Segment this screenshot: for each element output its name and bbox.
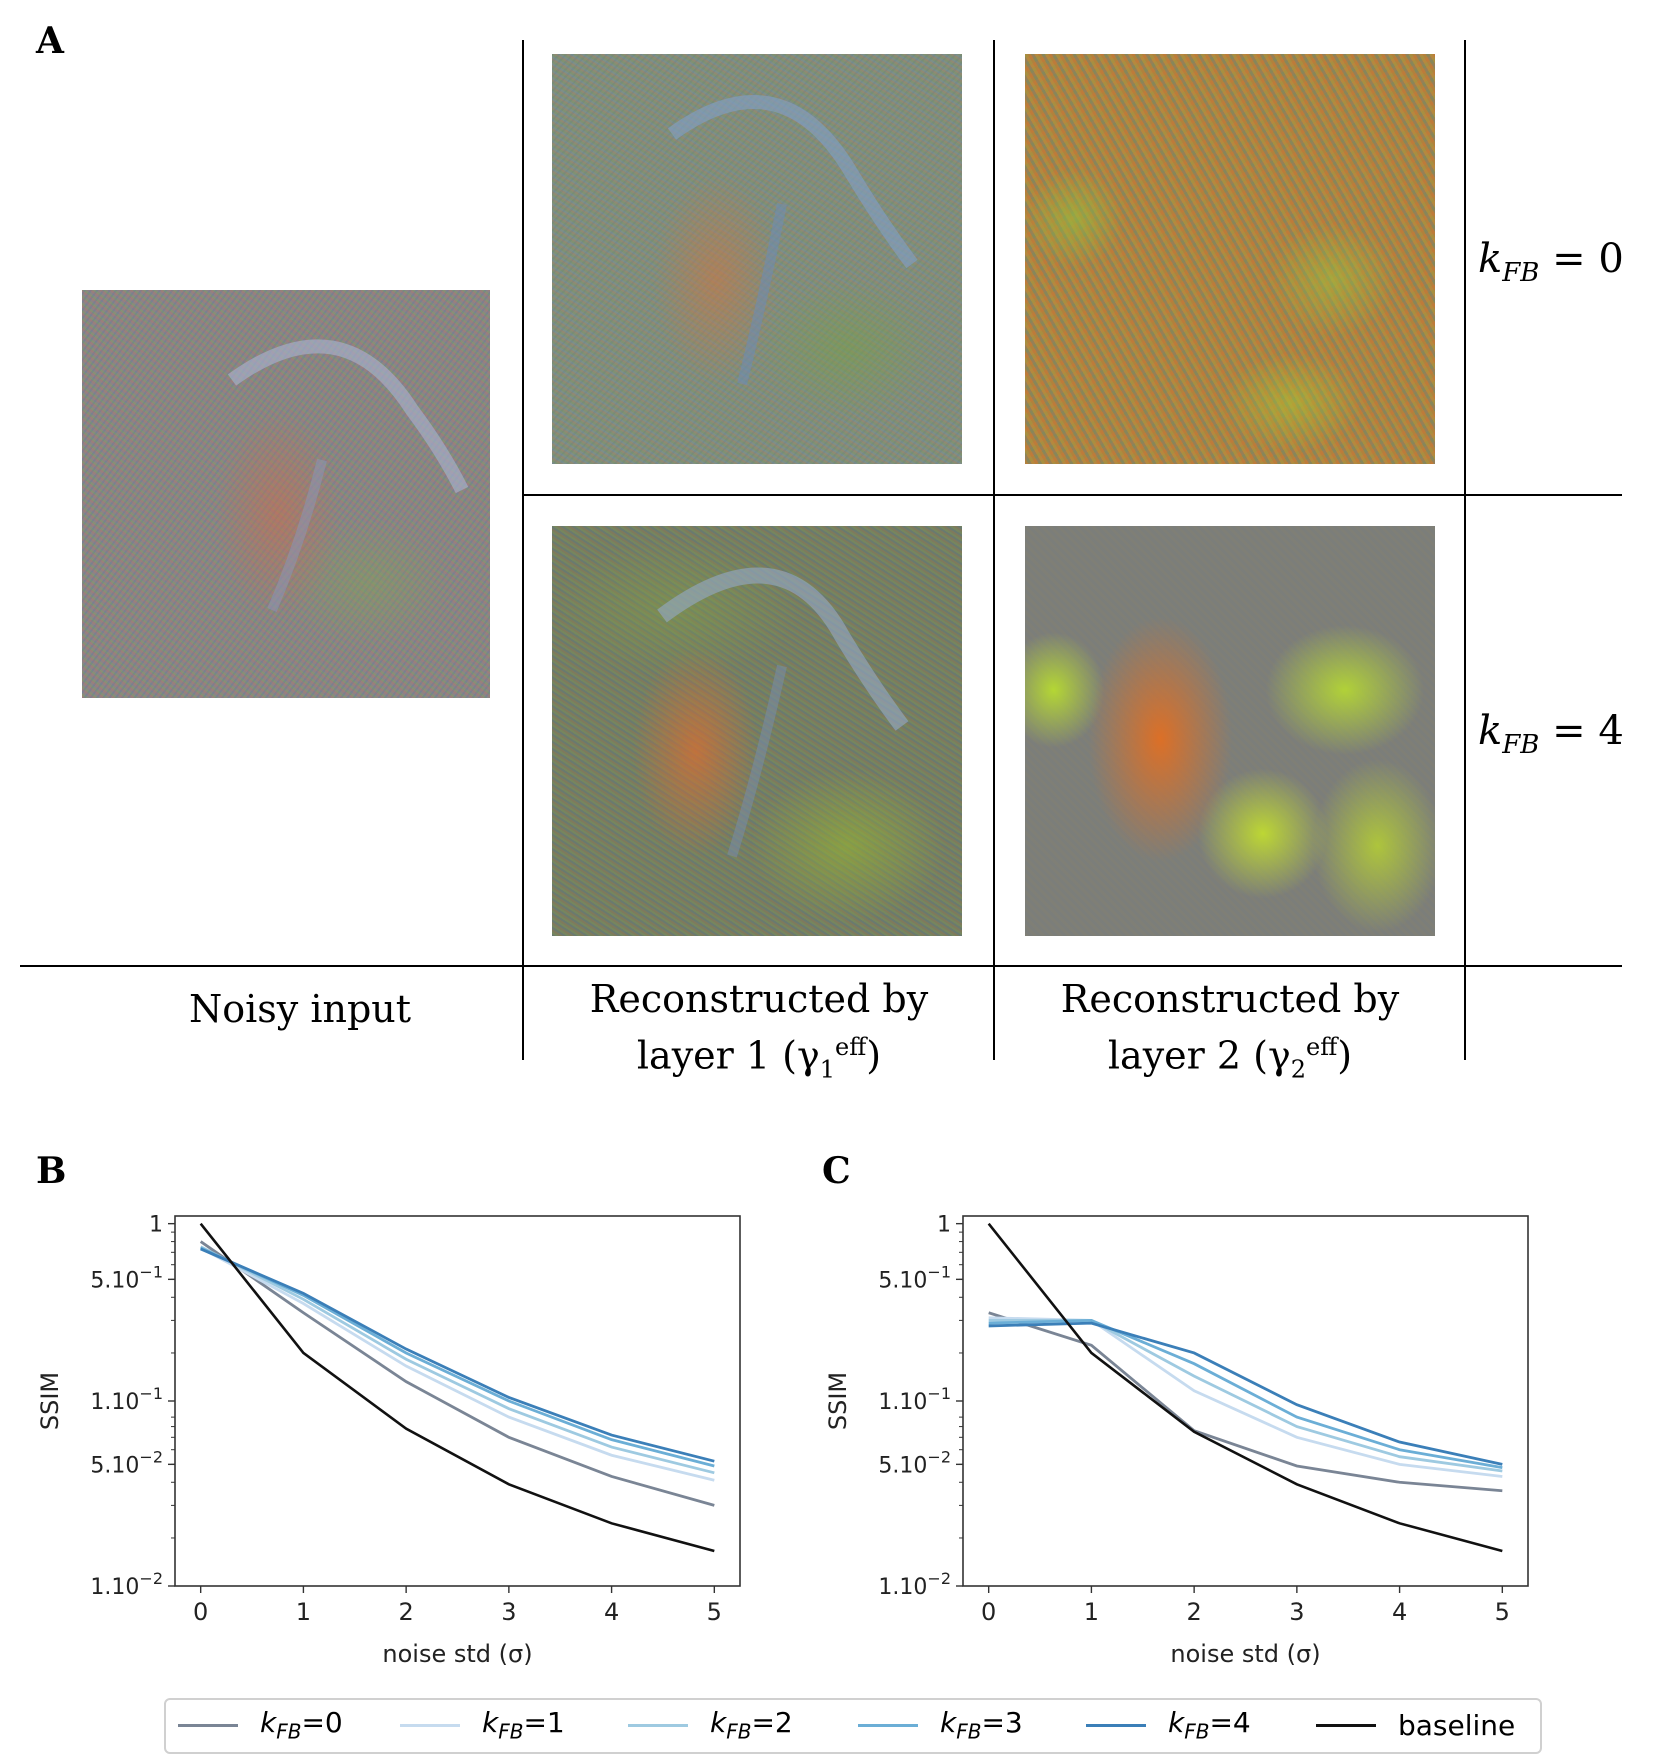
chart-c-y-axis-label: SSIM	[824, 1372, 852, 1430]
chart-b-y-tick-label: 1	[149, 1213, 163, 1238]
chart-b-series-k-fb-1	[200, 1246, 715, 1482]
chart-b-series-baseline	[199, 1222, 715, 1553]
legend-swatch	[400, 1723, 460, 1727]
panel-letter-b: B	[36, 1150, 67, 1192]
caption-layer1-text: layer 1 (γ	[636, 1033, 820, 1078]
chart-c-x-tick-label: 3	[1289, 1598, 1304, 1626]
layer2-kfb4-image	[1025, 526, 1435, 936]
caption-layer2-sub: 2	[1290, 1055, 1306, 1084]
chart-c-y-tick-label: 1.10−1	[878, 1384, 951, 1415]
chart-c-y-tick-label: 5.10−2	[878, 1447, 951, 1478]
legend-swatch	[1316, 1723, 1376, 1727]
caption-layer2-sup: eff	[1306, 1033, 1338, 1061]
chart-c-y-tick-label: 1	[937, 1213, 951, 1238]
chart-b-x-tick-label: 1	[296, 1598, 311, 1626]
caption-layer2-line2: layer 2 (γ2eff)	[996, 1023, 1464, 1093]
grid-hline-bottom	[20, 965, 1622, 967]
chart-b-y-axis-label: SSIM	[36, 1372, 64, 1430]
grid-vline-3	[1464, 40, 1466, 1060]
chart-c-series-k-fb-4	[988, 1321, 1503, 1466]
row-label-kfb0: kFB = 0	[1478, 236, 1624, 288]
panel-letter-a: A	[36, 20, 64, 62]
chart-b-x-tick-label: 0	[193, 1598, 208, 1626]
caption-noisy-input-text: Noisy input	[188, 987, 412, 1031]
chart-c-y-tick-label: 1.10−2	[878, 1569, 951, 1600]
legend-label: baseline	[1398, 1708, 1516, 1742]
legend-swatch	[1086, 1723, 1146, 1727]
chart-b-y-tick-label: 1.10−1	[90, 1384, 163, 1415]
chart-b: 0 1 2 3 4 5 1 5.10−1 1.10−1 5.10−2 1.10−2 noise std…	[36, 1213, 741, 1668]
chart-c: 0 1 2 3 4 5 1 5.10−1 1.10−1 5.10−2 1.10−2 noise std…	[824, 1213, 1529, 1668]
legend	[164, 1698, 1542, 1754]
legend-item: kFB=3	[858, 1706, 1023, 1744]
chart-c-series-k-fb-0	[988, 1311, 1503, 1493]
chart-b-y-tick-label: 1.10−2	[90, 1569, 163, 1600]
chart-b-y-tick-label: 5.10−1	[90, 1262, 163, 1293]
legend-label: kFB=4	[1168, 1706, 1251, 1744]
chart-b-x-tick-label: 5	[707, 1598, 722, 1626]
caption-layer2-line1: Reconstructed by	[1060, 977, 1400, 1021]
row-label-kfb0-sub: FB	[1502, 258, 1540, 288]
chart-b-series-k-fb-4	[200, 1247, 715, 1463]
chart-b-y-tick-label: 5.10−2	[90, 1447, 163, 1478]
legend-item: baseline	[1316, 1706, 1515, 1744]
grid-vline-2	[993, 40, 995, 1060]
caption-layer1: Reconstructed by layer 1 (γ1eff)	[525, 975, 993, 1093]
legend-item: kFB=1	[400, 1706, 565, 1744]
chart-c-x-axis-label: noise std (σ)	[1170, 1640, 1320, 1668]
layer1-kfb4-image	[552, 526, 962, 936]
chart-b-series-k-fb-0	[199, 1240, 715, 1507]
row-label-kfb4-eq: = 4	[1539, 708, 1624, 754]
chart-b-x-tick-label: 4	[604, 1598, 619, 1626]
caption-layer1-close: )	[866, 1033, 882, 1078]
row-label-kfb4: kFB = 4	[1478, 708, 1624, 760]
chart-c-x-tick-label: 4	[1392, 1598, 1407, 1626]
row-label-kfb4-sub: FB	[1502, 730, 1540, 760]
chart-c-x-tick-label: 0	[981, 1598, 996, 1626]
legend-label: kFB=2	[710, 1706, 793, 1744]
legend-label: kFB=0	[260, 1706, 343, 1744]
chart-c-x-tick-label: 5	[1495, 1598, 1510, 1626]
legend-label: kFB=1	[482, 1706, 565, 1744]
chart-c-x-tick-label: 1	[1084, 1598, 1099, 1626]
caption-layer1-line2: layer 1 (γ1eff)	[525, 1023, 993, 1093]
grid-hline-middle	[522, 494, 1622, 496]
panel-letter-c: C	[822, 1150, 851, 1192]
chart-c-y-tick-label: 5.10−1	[878, 1262, 951, 1293]
caption-layer2-close: )	[1337, 1033, 1353, 1078]
chart-b-plot-frame	[174, 1215, 741, 1587]
chart-b-series-k-fb-2	[200, 1245, 715, 1475]
caption-layer1-line1: Reconstructed by	[589, 977, 929, 1021]
chart-b-x-axis-label: noise std (σ)	[382, 1640, 532, 1668]
legend-swatch	[628, 1723, 688, 1727]
grid-vline-1	[522, 40, 524, 1060]
chart-b-x-tick-label: 3	[501, 1598, 516, 1626]
chart-c-series-k-fb-3	[988, 1318, 1503, 1470]
row-label-kfb0-k: k	[1478, 236, 1503, 282]
legend-item: kFB=0	[178, 1706, 343, 1744]
caption-noisy-input: Noisy input	[80, 985, 520, 1033]
legend-item: kFB=2	[628, 1706, 793, 1744]
chart-c-series-k-fb-1	[988, 1316, 1503, 1478]
caption-layer2: Reconstructed by layer 2 (γ2eff)	[996, 975, 1464, 1093]
caption-layer1-sup: eff	[835, 1033, 867, 1061]
row-label-kfb4-k: k	[1478, 708, 1503, 754]
layer1-kfb0-image	[552, 54, 962, 464]
chart-b-series-k-fb-3	[200, 1246, 715, 1468]
caption-layer1-sub: 1	[819, 1055, 835, 1084]
row-label-kfb0-eq: = 0	[1539, 236, 1624, 282]
chart-c-x-tick-label: 2	[1186, 1598, 1201, 1626]
legend-item: kFB=4	[1086, 1706, 1251, 1744]
layer2-kfb0-image	[1025, 54, 1435, 464]
chart-b-x-tick-label: 2	[398, 1598, 413, 1626]
chart-c-series-baseline	[987, 1222, 1503, 1553]
caption-layer2-text: layer 2 (γ	[1107, 1033, 1291, 1078]
legend-swatch	[858, 1723, 918, 1727]
legend-label: kFB=3	[940, 1706, 1023, 1744]
legend-swatch	[178, 1723, 238, 1727]
noisy-input-image	[82, 290, 490, 698]
